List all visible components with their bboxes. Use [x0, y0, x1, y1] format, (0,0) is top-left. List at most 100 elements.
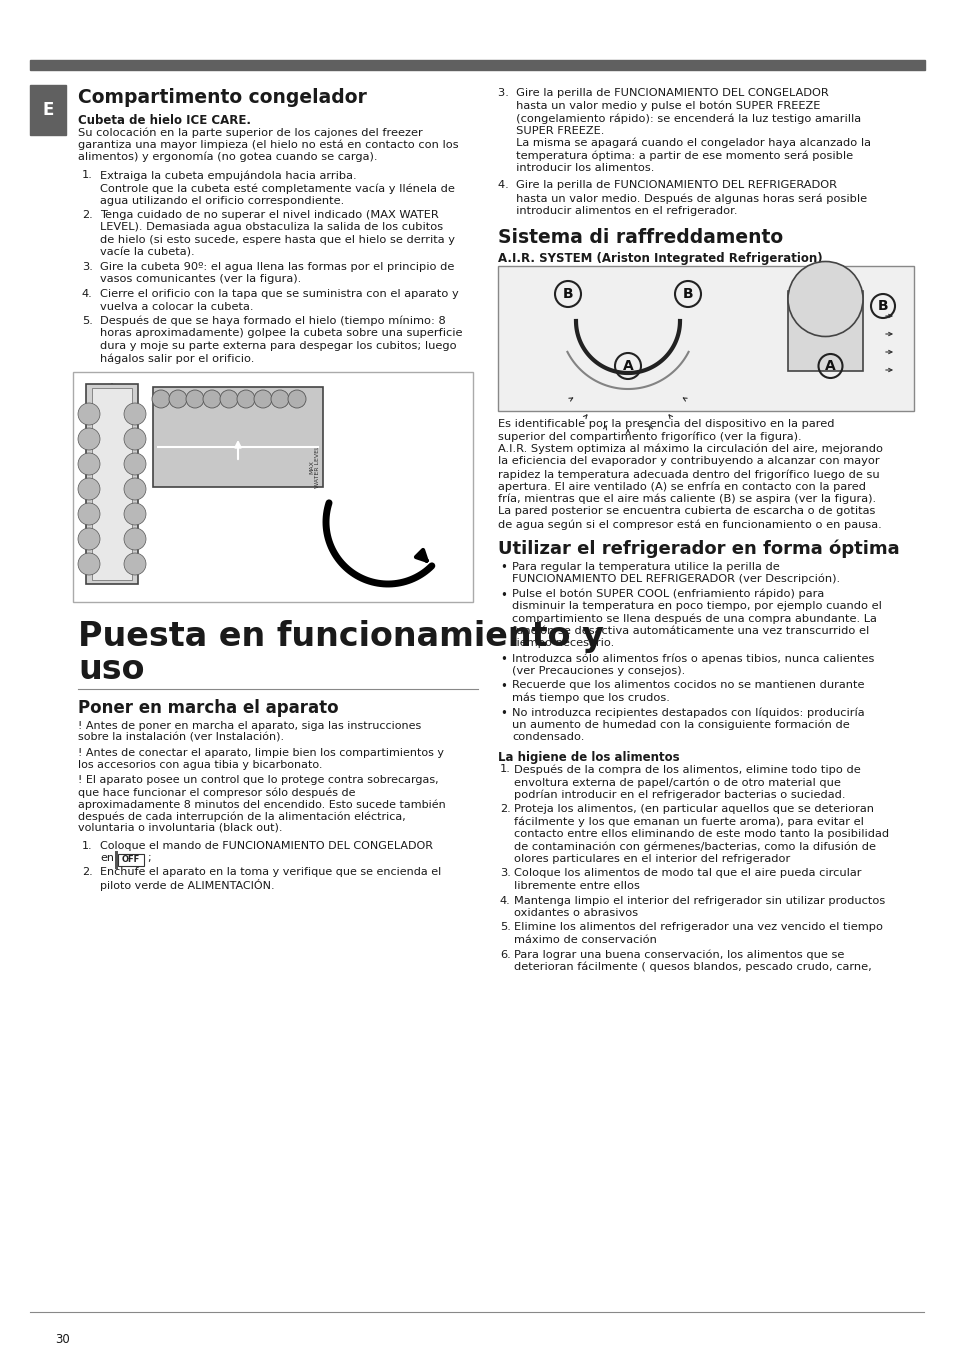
- Text: dura y moje su parte externa para despegar los cubitos; luego: dura y moje su parte externa para despeg…: [100, 342, 456, 351]
- Text: MAX
WATER LEVEL: MAX WATER LEVEL: [310, 446, 320, 489]
- Bar: [152, 387, 323, 487]
- Circle shape: [78, 404, 100, 425]
- Text: vasos comunicantes (ver la figura).: vasos comunicantes (ver la figura).: [100, 274, 301, 285]
- Circle shape: [124, 554, 146, 575]
- Text: Coloque los alimentos de modo tal que el aire pueda circular: Coloque los alimentos de modo tal que el…: [514, 868, 861, 879]
- Circle shape: [124, 528, 146, 549]
- Bar: [30, 85, 66, 135]
- Text: •: •: [499, 562, 506, 575]
- Text: 4.  Gire la perilla de FUNCIONAMIENTO DEL REFRIGERADOR: 4. Gire la perilla de FUNCIONAMIENTO DEL…: [497, 181, 836, 190]
- Text: Tenga cuidado de no superar el nivel indicado (MAX WATER: Tenga cuidado de no superar el nivel ind…: [100, 211, 438, 220]
- Text: condensado.: condensado.: [512, 732, 584, 742]
- Text: A.I.R. System optimiza al máximo la circulación del aire, mejorando: A.I.R. System optimiza al máximo la circ…: [497, 444, 882, 455]
- Text: 2.: 2.: [82, 867, 92, 878]
- Text: 30: 30: [55, 1332, 70, 1346]
- Text: •: •: [499, 707, 506, 720]
- Text: oxidantes o abrasivos: oxidantes o abrasivos: [514, 909, 638, 918]
- Text: A.I.R. SYSTEM (Ariston Integrated Refrigeration): A.I.R. SYSTEM (Ariston Integrated Refrig…: [497, 252, 821, 265]
- Text: B: B: [682, 288, 693, 301]
- Text: en: en: [100, 853, 113, 863]
- Text: •: •: [499, 680, 506, 693]
- Circle shape: [78, 478, 100, 500]
- Text: Para lograr una buena conservación, los alimentos que se: Para lograr una buena conservación, los …: [514, 949, 843, 960]
- Text: un aumento de humedad con la consiguiente formación de: un aumento de humedad con la consiguient…: [512, 720, 849, 730]
- Text: 3.  Gire la perilla de FUNCIONAMIENTO DEL CONGELADOR: 3. Gire la perilla de FUNCIONAMIENTO DEL…: [497, 88, 828, 99]
- Text: 1.: 1.: [82, 841, 92, 850]
- Bar: [118, 855, 144, 865]
- Text: 3.: 3.: [499, 868, 511, 879]
- Text: apertura. El aire ventilado (A) se enfría en contacto con la pared: apertura. El aire ventilado (A) se enfrí…: [497, 482, 865, 491]
- Text: A: A: [622, 359, 633, 373]
- Text: Utilizar el refrigerador en forma óptima: Utilizar el refrigerador en forma óptima: [497, 540, 899, 558]
- Text: voluntaria o involuntaria (black out).: voluntaria o involuntaria (black out).: [78, 824, 282, 833]
- Text: Elimine los alimentos del refrigerador una vez vencido el tiempo: Elimine los alimentos del refrigerador u…: [514, 922, 882, 933]
- Text: más tiempo que los crudos.: más tiempo que los crudos.: [512, 693, 669, 703]
- Circle shape: [124, 454, 146, 475]
- Text: fácilmente y los que emanan un fuerte aroma), para evitar el: fácilmente y los que emanan un fuerte ar…: [514, 817, 863, 828]
- Circle shape: [124, 478, 146, 500]
- Text: Es identificable por la presencia del dispositivo en la pared: Es identificable por la presencia del di…: [497, 418, 834, 429]
- Text: vacíe la cubeta).: vacíe la cubeta).: [100, 247, 194, 258]
- Bar: [497, 266, 913, 410]
- Text: libremente entre ellos: libremente entre ellos: [514, 882, 639, 891]
- Text: compartimiento se llena después de una compra abundante. La: compartimiento se llena después de una c…: [512, 613, 876, 624]
- Text: Pulse el botón SUPER COOL (enfriamiento rápido) para: Pulse el botón SUPER COOL (enfriamiento …: [512, 589, 823, 599]
- Bar: [86, 383, 138, 585]
- Text: MAX
WATER
LEVEL: MAX WATER LEVEL: [102, 554, 121, 571]
- Text: (congelamiento rápido): se encenderá la luz testigo amarilla: (congelamiento rápido): se encenderá la …: [497, 113, 861, 123]
- Text: 5.: 5.: [82, 316, 92, 325]
- Circle shape: [186, 390, 204, 408]
- Text: 1.: 1.: [499, 764, 511, 775]
- Text: No introduzca recipientes destapados con líquidos: produciría: No introduzca recipientes destapados con…: [512, 707, 863, 717]
- Text: SUPER FREEZE.: SUPER FREEZE.: [497, 126, 604, 135]
- Text: A: A: [824, 359, 835, 373]
- Text: Sistema di raffreddamento: Sistema di raffreddamento: [497, 228, 782, 247]
- Text: Mantenga limpio el interior del refrigerador sin utilizar productos: Mantenga limpio el interior del refriger…: [514, 895, 884, 906]
- Bar: [73, 373, 473, 602]
- Circle shape: [288, 390, 306, 408]
- Text: Después de la compra de los alimentos, elimine todo tipo de: Después de la compra de los alimentos, e…: [514, 764, 860, 775]
- Bar: [115, 850, 118, 869]
- Text: Enchufe el aparato en la toma y verifique que se encienda el: Enchufe el aparato en la toma y verifiqu…: [100, 867, 441, 878]
- Text: Introduzca sólo alimentos fríos o apenas tibios, nunca calientes: Introduzca sólo alimentos fríos o apenas…: [512, 653, 874, 663]
- Text: piloto verde de ALIMENTACIÓN.: piloto verde de ALIMENTACIÓN.: [100, 879, 274, 891]
- Text: •: •: [499, 653, 506, 666]
- Bar: [787, 292, 862, 371]
- Text: Puesta en funcionamiento y: Puesta en funcionamiento y: [78, 620, 603, 653]
- Text: Extraiga la cubeta empujándola hacia arriba.: Extraiga la cubeta empujándola hacia arr…: [100, 170, 356, 181]
- Text: disminuir la temperatura en poco tiempo, por ejemplo cuando el: disminuir la temperatura en poco tiempo,…: [512, 601, 881, 612]
- Text: ! Antes de poner en marcha el aparato, siga las instrucciones: ! Antes de poner en marcha el aparato, s…: [78, 721, 421, 730]
- Text: Cubeta de hielo ICE CARE.: Cubeta de hielo ICE CARE.: [78, 113, 251, 127]
- Text: rapidez la temperatura adecuada dentro del frigorífico luego de su: rapidez la temperatura adecuada dentro d…: [497, 468, 879, 479]
- Text: •: •: [499, 589, 506, 602]
- Text: Cierre el orificio con la tapa que se suministra con el aparato y: Cierre el orificio con la tapa que se su…: [100, 289, 458, 298]
- Text: La higiene de los alimentos: La higiene de los alimentos: [497, 752, 679, 764]
- Text: 2.: 2.: [499, 805, 510, 814]
- Text: 4.: 4.: [82, 289, 92, 298]
- Text: E: E: [42, 101, 53, 119]
- Text: Para regular la temperatura utilice la perilla de: Para regular la temperatura utilice la p…: [512, 562, 779, 571]
- Text: 1.: 1.: [82, 170, 92, 181]
- Text: introducir los alimentos.: introducir los alimentos.: [497, 163, 654, 173]
- Text: vuelva a colocar la cubeta.: vuelva a colocar la cubeta.: [100, 301, 253, 312]
- Text: garantiza una mayor limpieza (el hielo no está en contacto con los: garantiza una mayor limpieza (el hielo n…: [78, 139, 458, 150]
- Circle shape: [78, 528, 100, 549]
- Text: de agua según si el compresor está en funcionamiento o en pausa.: de agua según si el compresor está en fu…: [497, 518, 881, 529]
- Text: ! El aparato posee un control que lo protege contra sobrecargas,: ! El aparato posee un control que lo pro…: [78, 775, 438, 784]
- Text: Gire la cubeta 90º: el agua llena las formas por el principio de: Gire la cubeta 90º: el agua llena las fo…: [100, 262, 454, 271]
- Text: alimentos) y ergonomía (no gotea cuando se carga).: alimentos) y ergonomía (no gotea cuando …: [78, 153, 377, 162]
- Text: Controle que la cubeta esté completamente vacía y llénela de: Controle que la cubeta esté completament…: [100, 184, 455, 193]
- Text: La pared posterior se encuentra cubierta de escarcha o de gotitas: La pared posterior se encuentra cubierta…: [497, 506, 875, 517]
- Bar: [30, 59, 924, 70]
- Text: hasta un valor medio. Después de algunas horas será posible: hasta un valor medio. Después de algunas…: [497, 193, 866, 204]
- Text: Coloque el mando de FUNCIONAMIENTO DEL CONGELADOR: Coloque el mando de FUNCIONAMIENTO DEL C…: [100, 841, 433, 850]
- Circle shape: [124, 428, 146, 450]
- Text: 5.: 5.: [499, 922, 511, 933]
- Text: La misma se apagará cuando el congelador haya alcanzado la: La misma se apagará cuando el congelador…: [497, 138, 870, 148]
- Text: aproximadamente 8 minutos del encendido. Esto sucede también: aproximadamente 8 minutos del encendido.…: [78, 799, 445, 810]
- Text: Compartimento congelador: Compartimento congelador: [78, 88, 367, 107]
- Text: sobre la instalación (ver Instalación).: sobre la instalación (ver Instalación).: [78, 733, 284, 743]
- Text: contacto entre ellos eliminando de este modo tanto la posibilidad: contacto entre ellos eliminando de este …: [514, 829, 888, 838]
- Circle shape: [253, 390, 272, 408]
- Text: hágalos salir por el orificio.: hágalos salir por el orificio.: [100, 354, 254, 364]
